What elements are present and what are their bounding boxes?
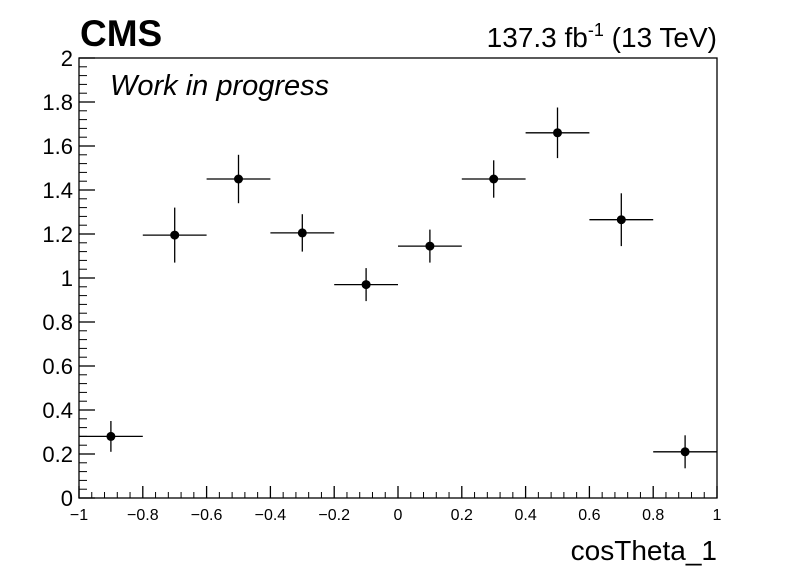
data-point <box>206 154 271 204</box>
lumi-exponent: -1 <box>588 20 604 40</box>
experiment-label: CMS <box>80 13 162 54</box>
plot-frame <box>78 57 718 499</box>
point-marker <box>234 174 243 184</box>
x-tick-label: 0.8 <box>642 507 664 524</box>
data-points <box>79 107 717 469</box>
data-point <box>589 193 654 247</box>
data-point <box>79 421 143 452</box>
x-axis: −1 −0.8 −0.6 −0.4 −0.2 0 0.2 0.4 0.6 0.8 1 <box>70 486 722 524</box>
point-marker <box>616 215 626 225</box>
x-tick-label: −0.4 <box>255 507 287 524</box>
lumi-prefix: 137.3 fb <box>487 22 588 53</box>
lumi-suffix <box>604 22 612 53</box>
x-tick-label: 0.2 <box>451 507 473 524</box>
y-tick-label: 1.6 <box>42 134 73 159</box>
y-tick-label: 0.6 <box>42 354 73 379</box>
point-marker <box>425 241 435 251</box>
point-marker <box>361 280 371 290</box>
x-tick-label: −0.6 <box>191 507 223 524</box>
x-tick-label: −1 <box>70 507 88 524</box>
data-point <box>270 214 335 252</box>
data-point <box>142 207 207 263</box>
x-tick-label: 0.6 <box>578 507 600 524</box>
y-axis: 0 0.2 0.4 0.6 0.8 1 1.2 1.4 1.6 1.8 2 <box>42 46 95 511</box>
point-marker <box>680 447 690 457</box>
y-tick-label: 2 <box>61 46 73 71</box>
data-point <box>398 229 462 263</box>
point-marker <box>553 128 562 138</box>
y-tick-label: 0.4 <box>42 398 73 423</box>
x-tick-label: 1 <box>713 507 722 524</box>
y-tick-label: 0.8 <box>42 310 73 335</box>
y-tick-label: 1 <box>61 266 73 291</box>
point-marker <box>489 174 499 184</box>
y-tick-label: 1.4 <box>42 178 73 203</box>
point-marker <box>297 228 307 238</box>
x-tick-label: −0.8 <box>127 507 159 524</box>
y-tick-label: 0 <box>61 486 73 511</box>
x-tick-label: 0.4 <box>514 507 536 524</box>
data-point <box>653 435 717 469</box>
lumi-energy: (13 TeV) <box>612 22 717 53</box>
status-label: Work in progress <box>110 70 329 102</box>
y-tick-label: 0.2 <box>42 442 73 467</box>
x-axis-title: cosTheta_1 <box>571 535 717 566</box>
data-point <box>525 107 590 159</box>
point-marker <box>106 431 116 441</box>
y-tick-label: 1.2 <box>42 222 73 247</box>
point-marker <box>170 230 180 240</box>
x-tick-label: −0.2 <box>318 507 350 524</box>
luminosity-label: 137.3 fb-1 (13 TeV) <box>487 20 717 53</box>
data-point <box>461 160 526 198</box>
y-tick-label: 1.8 <box>42 90 73 115</box>
data-point <box>334 268 398 302</box>
x-tick-label: 0 <box>394 507 403 524</box>
